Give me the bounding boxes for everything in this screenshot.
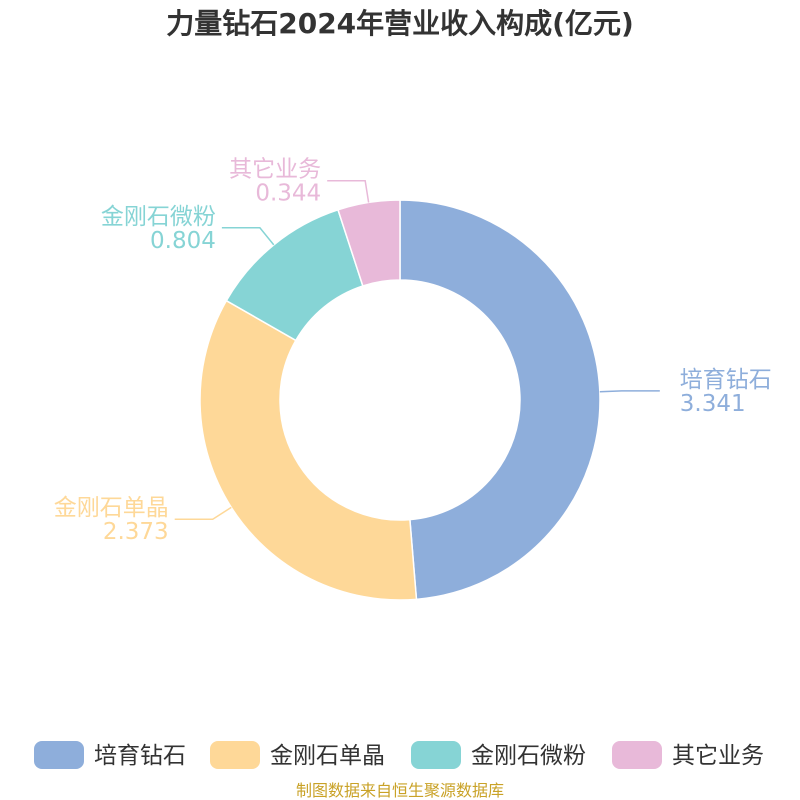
legend: 培育钻石 金刚石单晶 金刚石微粉 其它业务 — [34, 741, 764, 769]
legend-swatch-3 — [411, 741, 461, 769]
slice-label-value-2: 2.373 — [103, 519, 169, 545]
slice-label-value-4: 0.344 — [255, 181, 321, 207]
leader-line-4 — [327, 179, 370, 203]
leader-line-2 — [174, 506, 232, 520]
legend-label-3: 金刚石微粉 — [471, 743, 586, 769]
legend-label-4: 其它业务 — [672, 743, 764, 769]
legend-label-1: 培育钻石 — [94, 743, 186, 769]
slice-label-name-3: 金刚石微粉 — [101, 204, 216, 230]
legend-swatch-1 — [34, 741, 84, 769]
legend-swatch-4 — [612, 741, 662, 769]
leader-line-1 — [599, 390, 660, 393]
slice-label-name-1: 培育钻石 — [680, 367, 772, 393]
chart-title: 力量钻石2024年营业收入构成(亿元) — [166, 7, 634, 40]
slice-1 — [399, 199, 601, 601]
slice-4 — [337, 199, 401, 287]
leader-line-3 — [221, 227, 275, 246]
slice-label-value-3: 0.804 — [150, 228, 216, 254]
slice-2 — [199, 299, 418, 601]
legend-swatch-2 — [210, 741, 260, 769]
source-note: 制图数据来自恒生聚源数据库 — [296, 781, 504, 800]
legend-label-2: 金刚石单晶 — [270, 743, 385, 769]
slice-label-name-4: 其它业务 — [229, 157, 321, 183]
slice-label-name-2: 金刚石单晶 — [54, 495, 169, 521]
donut-slices — [199, 199, 601, 601]
slice-label-value-1: 3.341 — [680, 391, 746, 417]
